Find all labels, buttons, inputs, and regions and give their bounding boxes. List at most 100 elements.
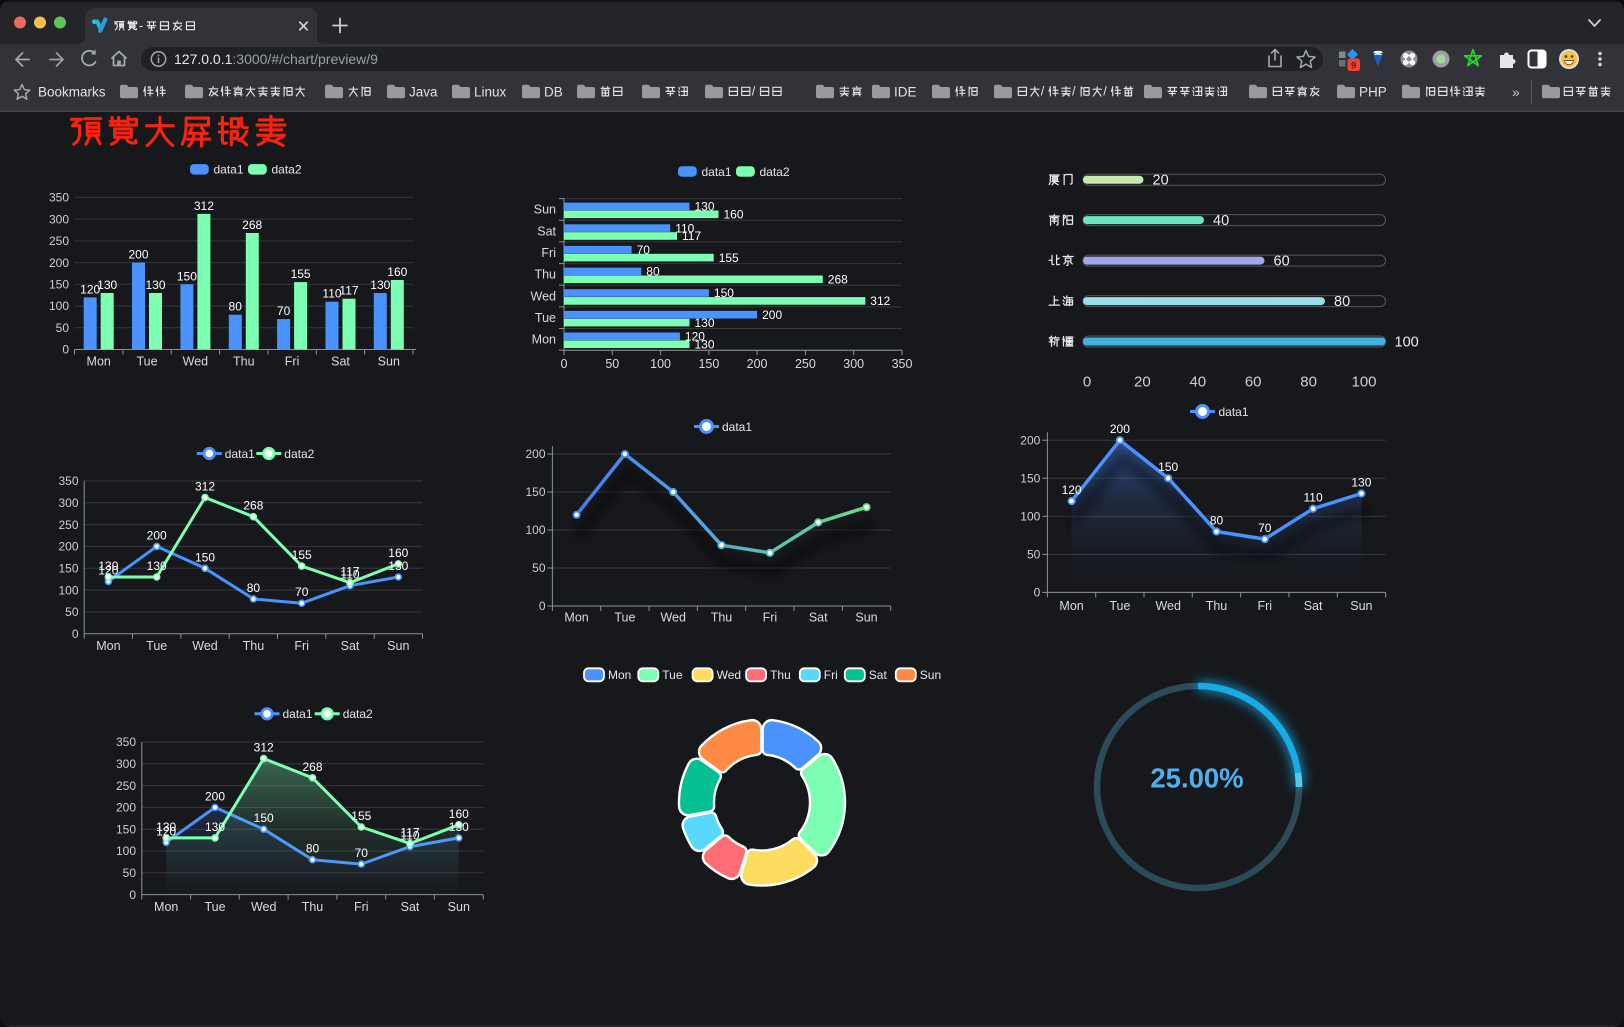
svg-text:100: 100 (49, 299, 69, 313)
svg-text:Sat: Sat (401, 900, 420, 914)
svg-text:Sun: Sun (448, 900, 470, 914)
svg-text:Mon: Mon (564, 611, 588, 625)
svg-text:Sun: Sun (855, 611, 877, 625)
svg-text:130: 130 (145, 278, 165, 292)
svg-text:100: 100 (116, 844, 136, 858)
svg-text:130: 130 (449, 820, 469, 834)
svg-text:350: 350 (116, 735, 136, 749)
svg-text:110: 110 (1304, 491, 1323, 505)
svg-text:50: 50 (56, 321, 70, 335)
svg-text:130: 130 (97, 278, 117, 292)
svg-text:70: 70 (637, 243, 651, 257)
svg-text:200: 200 (147, 528, 167, 542)
svg-text:0: 0 (1083, 373, 1091, 390)
svg-text:Wed: Wed (660, 611, 686, 625)
svg-text:0: 0 (62, 343, 69, 357)
svg-text:80: 80 (1300, 373, 1317, 390)
svg-text:250: 250 (795, 357, 816, 371)
svg-text:127.0.0.1:3000/#/chart/preview: 127.0.0.1:3000/#/chart/preview/9 (174, 51, 378, 67)
svg-text:Tue: Tue (1109, 599, 1130, 613)
svg-text:350: 350 (58, 474, 78, 488)
svg-text:Sun: Sun (378, 355, 400, 369)
svg-text:Tue: Tue (146, 639, 167, 653)
svg-text:data1: data1 (1219, 405, 1249, 419)
svg-text:312: 312 (195, 480, 215, 494)
svg-text:Thu: Thu (243, 639, 265, 653)
svg-text:100: 100 (1395, 335, 1419, 351)
svg-text:/: / (752, 84, 756, 99)
svg-text:155: 155 (719, 251, 739, 265)
svg-text:130: 130 (695, 200, 715, 214)
svg-text:150: 150 (177, 269, 197, 283)
svg-text:200: 200 (58, 540, 78, 554)
svg-text:data2: data2 (343, 707, 373, 721)
svg-text:Fri: Fri (1258, 599, 1273, 613)
svg-text:150: 150 (254, 811, 274, 825)
svg-text:Thu: Thu (711, 611, 733, 625)
svg-text:100: 100 (525, 523, 545, 537)
svg-text:110: 110 (340, 568, 359, 582)
svg-text:110: 110 (322, 287, 341, 301)
svg-text:150: 150 (1020, 471, 1040, 485)
svg-text:268: 268 (828, 273, 848, 287)
svg-text:Fri: Fri (354, 900, 369, 914)
svg-text:117: 117 (340, 565, 359, 579)
svg-text:0: 0 (1034, 586, 1041, 600)
svg-text:Fri: Fri (285, 355, 300, 369)
svg-text:Sun: Sun (920, 668, 941, 682)
svg-text:Tue: Tue (614, 611, 635, 625)
svg-text:155: 155 (292, 548, 312, 562)
svg-text:268: 268 (243, 499, 263, 513)
svg-text:0: 0 (129, 888, 136, 902)
svg-text:50: 50 (605, 357, 619, 371)
svg-text:DB: DB (544, 85, 563, 100)
svg-text:160: 160 (387, 265, 407, 279)
svg-text:Wed: Wed (1155, 599, 1181, 613)
svg-text:268: 268 (242, 218, 262, 232)
svg-text:Tue: Tue (204, 900, 225, 914)
svg-text:150: 150 (116, 822, 136, 836)
svg-text:117: 117 (400, 826, 419, 840)
svg-text:200: 200 (205, 789, 225, 803)
svg-text:Sat: Sat (341, 639, 360, 653)
svg-text:data1: data1 (283, 707, 313, 721)
svg-text:»: » (1512, 84, 1520, 100)
svg-text:130: 130 (205, 820, 225, 834)
svg-text:50: 50 (532, 561, 546, 575)
svg-text:PHP: PHP (1359, 85, 1387, 100)
svg-text:Mon: Mon (154, 900, 178, 914)
svg-text:Sat: Sat (331, 355, 350, 369)
svg-text:Sat: Sat (1304, 599, 1323, 613)
svg-text:9: 9 (1351, 60, 1356, 71)
svg-text:117: 117 (682, 229, 701, 243)
svg-text:120: 120 (1062, 483, 1082, 497)
svg-text:100: 100 (1351, 373, 1376, 390)
svg-text:130: 130 (370, 278, 390, 292)
svg-text:200: 200 (49, 256, 69, 270)
svg-text:Thu: Thu (1206, 599, 1228, 613)
svg-text:130: 130 (98, 559, 118, 573)
svg-text:Sun: Sun (387, 639, 409, 653)
svg-text:300: 300 (116, 757, 136, 771)
svg-text:80: 80 (247, 581, 261, 595)
svg-text:data2: data2 (284, 447, 314, 461)
svg-text:Thu: Thu (302, 900, 324, 914)
svg-text:0: 0 (561, 357, 568, 371)
svg-text:200: 200 (1110, 422, 1130, 436)
svg-text:100: 100 (58, 583, 78, 597)
svg-text:200: 200 (128, 248, 148, 262)
svg-text:300: 300 (49, 212, 69, 226)
svg-text:312: 312 (254, 741, 274, 755)
svg-text:300: 300 (843, 357, 864, 371)
svg-text:Wed: Wed (531, 289, 557, 303)
svg-text:Fri: Fri (541, 246, 556, 260)
svg-text:130: 130 (695, 316, 715, 330)
svg-text:50: 50 (123, 866, 137, 880)
svg-text:40: 40 (1189, 373, 1206, 390)
svg-text:150: 150 (525, 485, 545, 499)
svg-text:250: 250 (116, 779, 136, 793)
svg-text:312: 312 (194, 199, 214, 213)
svg-text:80: 80 (1210, 514, 1224, 528)
svg-text:200: 200 (116, 801, 136, 815)
svg-text:155: 155 (291, 267, 311, 281)
